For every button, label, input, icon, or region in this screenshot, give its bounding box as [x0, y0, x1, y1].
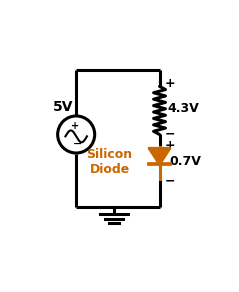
Text: 5V: 5V [53, 100, 73, 114]
Text: +: + [164, 139, 175, 152]
Text: +: + [164, 77, 175, 90]
Text: −: − [164, 175, 175, 188]
Text: −: − [164, 127, 175, 140]
Text: +: + [71, 121, 79, 131]
Text: −: − [72, 139, 82, 149]
Text: 4.3V: 4.3V [168, 102, 200, 115]
Text: 0.7V: 0.7V [169, 155, 201, 168]
Text: Silicon
Diode: Silicon Diode [87, 148, 133, 176]
Polygon shape [149, 148, 170, 164]
